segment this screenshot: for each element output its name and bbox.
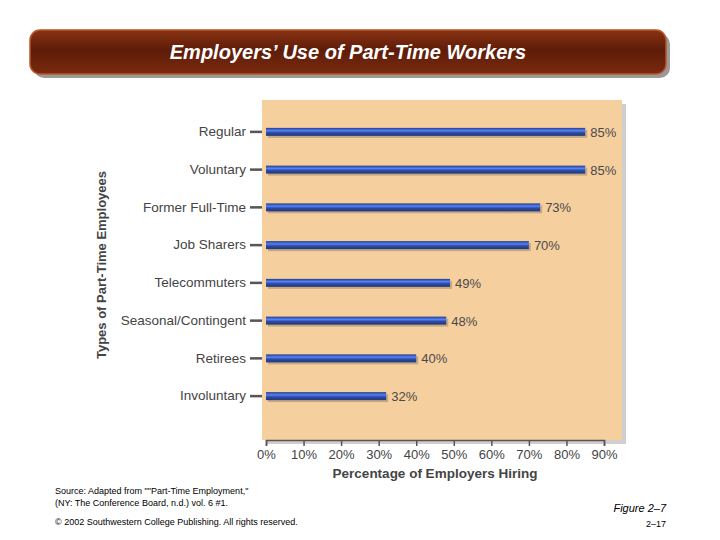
x-tick: 0% [257, 440, 276, 462]
annotation: Source: Adapted from ""Part-Time Employm… [55, 486, 248, 496]
bar [266, 279, 450, 287]
y-tick-label: Retirees [196, 351, 247, 366]
x-tick: 40% [404, 440, 430, 462]
y-tick: Retirees [196, 351, 262, 366]
y-tick: Voluntary [190, 162, 262, 177]
x-axis-line [267, 441, 605, 447]
y-tick-label: Telecommuters [154, 275, 246, 290]
x-tick-mark [566, 440, 568, 446]
y-tick-label: Former Full-Time [143, 200, 246, 215]
data-label: 73% [545, 200, 571, 215]
bar [266, 166, 585, 174]
x-tick-mark [303, 440, 305, 446]
x-tick-label: 10% [291, 447, 317, 462]
x-tick-label: 90% [591, 447, 617, 462]
annotation: © 2002 Southwestern College Publishing. … [55, 517, 298, 527]
y-axis-title: Types of Part-Time Employees [94, 171, 109, 359]
bar [266, 128, 585, 136]
x-tick-mark [416, 440, 418, 446]
data-label: 70% [534, 238, 560, 253]
y-tick-mark [250, 244, 262, 247]
y-tick: Job Sharers [173, 237, 262, 252]
x-tick-label: 50% [441, 447, 467, 462]
data-labels: 85% 85% 73% 70% 49% 48% 40% 32% [391, 125, 617, 404]
x-tick-mark [378, 440, 380, 446]
bars [266, 128, 587, 402]
x-tick-label: 60% [479, 447, 505, 462]
y-tick-label: Job Sharers [173, 237, 246, 252]
y-tick: Former Full-Time [143, 200, 262, 215]
x-tick: 80% [554, 440, 580, 462]
title: Employers’ Use of Part-Time Workers [170, 41, 526, 63]
x-tick: 70% [516, 440, 542, 462]
y-tick-label: Regular [199, 124, 247, 139]
x-tick: 60% [479, 440, 505, 462]
y-tick: Involuntary [180, 388, 262, 403]
annotation: 2–17 [646, 519, 666, 529]
x-tick-mark [604, 440, 606, 446]
y-tick-mark [250, 131, 262, 134]
y-axis: Regular Voluntary Former Full-Time Job Shar… [121, 114, 263, 416]
y-tick-mark [250, 319, 262, 322]
data-label: 48% [451, 314, 477, 329]
annotation: Figure 2–7 [613, 502, 666, 514]
x-tick-mark [341, 440, 343, 446]
bar [266, 392, 386, 400]
x-tick-mark [529, 440, 531, 446]
x-tick-mark [266, 440, 268, 446]
x-tick-label: 20% [329, 447, 355, 462]
slide: Employers’ Use of Part-Time Workers85%85… [0, 0, 720, 540]
x-tick-mark [491, 440, 493, 446]
y-axis-line [250, 114, 263, 416]
plot-background [262, 100, 622, 440]
x-tick: 20% [329, 440, 355, 462]
bar [266, 354, 416, 362]
y-tick-label: Voluntary [190, 162, 247, 177]
x-tick: 90% [591, 440, 617, 462]
x-tick-label: 80% [554, 447, 580, 462]
x-tick-label: 70% [516, 447, 542, 462]
y-tick-mark [250, 168, 262, 171]
data-label: 49% [455, 276, 481, 291]
annotation: (NY: The Conference Board, n.d.) vol. 6 … [55, 498, 228, 508]
x-tick: 30% [366, 440, 392, 462]
y-tick-label: Seasonal/Contingent [121, 313, 247, 328]
data-label: 85% [590, 163, 616, 178]
x-tick-label: 30% [366, 447, 392, 462]
x-axis-title: Percentage of Employers Hiring [333, 466, 538, 481]
x-tick-label: 0% [257, 447, 276, 462]
y-tick: Telecommuters [154, 275, 262, 290]
data-label: 40% [421, 351, 447, 366]
y-tick-mark [250, 282, 262, 285]
y-tick-mark [250, 357, 262, 360]
x-tick: 10% [291, 440, 317, 462]
y-tick: Regular [199, 124, 262, 139]
x-tick-mark [454, 440, 456, 446]
x-tick: 50% [441, 440, 467, 462]
data-label: 85% [590, 125, 616, 140]
y-tick-label: Involuntary [180, 388, 246, 403]
y-tick: Seasonal/Contingent [121, 313, 262, 328]
bar [266, 203, 540, 211]
bar [266, 317, 446, 325]
y-tick-mark [250, 395, 262, 398]
title-bar [30, 30, 666, 74]
footer: Source: Adapted from ""Part-Time Employm… [55, 486, 667, 529]
x-axis: 0% 10% 20% 30% 40% 50% 60% 70% 80% 90% [257, 440, 618, 462]
data-label: 32% [391, 389, 417, 404]
x-tick-label: 40% [404, 447, 430, 462]
bar [266, 241, 529, 249]
y-tick-mark [250, 206, 262, 209]
